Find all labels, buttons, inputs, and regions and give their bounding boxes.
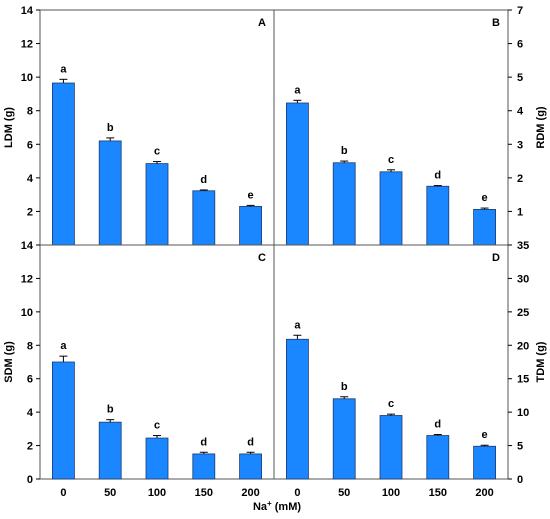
x-tick-label: 150 xyxy=(195,487,213,499)
x-axis-title-main: Na xyxy=(253,501,268,513)
x-tick-label: 150 xyxy=(429,487,447,499)
y-axis-label: SDM (g) xyxy=(3,341,15,383)
y-tick-label: 35 xyxy=(517,240,529,252)
bar xyxy=(98,140,122,246)
x-tick-label: 50 xyxy=(338,487,350,499)
bar xyxy=(239,453,263,480)
bar xyxy=(426,185,450,246)
significance-letter: d xyxy=(200,174,207,186)
bar xyxy=(332,162,356,246)
significance-letter: a xyxy=(294,84,301,96)
bar xyxy=(426,435,450,480)
y-tick-label: 0 xyxy=(27,474,33,486)
bar xyxy=(285,102,309,246)
x-tick-label: 0 xyxy=(294,487,300,499)
bar xyxy=(379,171,403,246)
bar xyxy=(98,421,122,480)
significance-letter: b xyxy=(341,381,348,393)
y-tick-label: 4 xyxy=(517,106,524,118)
panel-letter: D xyxy=(492,252,500,264)
bar xyxy=(192,453,216,480)
significance-letter: c xyxy=(154,146,160,158)
x-tick-label: 100 xyxy=(148,487,166,499)
x-tick-label: 100 xyxy=(382,487,400,499)
y-tick-label: 6 xyxy=(517,39,523,51)
significance-letter: e xyxy=(482,192,488,204)
x-tick-label: 200 xyxy=(475,487,493,499)
y-tick-label: 10 xyxy=(21,72,33,84)
significance-letter: d xyxy=(247,436,254,448)
panel-c: 0 2 4 6 8 10 12 14 SDM (g) a 0 b 50 c 100 d 150 d 200 C xyxy=(3,240,275,499)
significance-letter: d xyxy=(434,419,441,431)
bar xyxy=(239,205,263,246)
y-tick-label: 10 xyxy=(517,407,529,419)
bar xyxy=(285,338,309,480)
bar xyxy=(192,190,216,246)
y-tick-label: 7 xyxy=(517,5,523,17)
significance-letter: c xyxy=(154,420,160,432)
significance-letter: d xyxy=(434,170,441,182)
x-axis-title-superscript: + xyxy=(267,499,272,508)
significance-letter: e xyxy=(482,429,488,441)
y-tick-label: 12 xyxy=(21,39,33,51)
y-axis-label: TDM (g) xyxy=(535,341,547,382)
y-tick-label: 6 xyxy=(27,139,33,151)
y-axis-label: LDM (g) xyxy=(3,107,15,148)
y-tick-label: 2 xyxy=(27,206,33,218)
y-tick-label: 30 xyxy=(517,273,529,285)
y-tick-label: 15 xyxy=(517,374,529,386)
bar xyxy=(473,445,497,480)
panel-letter: A xyxy=(258,17,266,29)
bar xyxy=(473,209,497,246)
significance-letter: c xyxy=(388,398,394,410)
y-tick-label: 25 xyxy=(517,307,529,319)
panel-a: 2 4 6 8 10 12 14 LDM (g) a b c d e A xyxy=(3,5,275,246)
y-tick-label: 10 xyxy=(21,307,33,319)
x-axis-title: Na+ (mM) xyxy=(253,499,301,513)
y-tick-label: 5 xyxy=(517,72,523,84)
y-axis-label: RDM (g) xyxy=(535,106,547,148)
significance-letter: b xyxy=(107,122,114,134)
y-tick-label: 8 xyxy=(27,106,33,118)
y-tick-label: 6 xyxy=(27,374,33,386)
bar xyxy=(52,361,75,480)
y-tick-label: 4 xyxy=(27,407,34,419)
y-tick-label: 20 xyxy=(517,340,529,352)
significance-letter: b xyxy=(341,145,348,157)
bar xyxy=(379,415,403,480)
y-tick-label: 1 xyxy=(517,206,523,218)
y-tick-label: 12 xyxy=(21,273,33,285)
bar xyxy=(145,437,169,480)
panel-letter: C xyxy=(258,252,266,264)
significance-letter: a xyxy=(294,319,301,331)
significance-letter: d xyxy=(200,436,207,448)
y-tick-label: 14 xyxy=(21,5,34,17)
y-tick-label: 2 xyxy=(517,173,523,185)
y-tick-label: 5 xyxy=(517,441,523,453)
y-tick-label: 14 xyxy=(21,240,34,252)
y-tick-label: 3 xyxy=(517,139,523,151)
significance-letter: b xyxy=(107,404,114,416)
y-tick-label: 0 xyxy=(517,474,523,486)
x-tick-label: 200 xyxy=(241,487,259,499)
bar xyxy=(145,163,169,246)
y-tick-label: 4 xyxy=(27,173,34,185)
y-tick-label: 8 xyxy=(27,340,33,352)
x-axis-title-unit: (mM) xyxy=(272,501,302,513)
significance-letter: a xyxy=(60,340,67,352)
bar xyxy=(332,398,356,480)
significance-letter: c xyxy=(388,154,394,166)
panel-b: 1 2 3 4 5 6 7 RDM (g) a b c d e B xyxy=(273,5,547,246)
y-tick-label: 2 xyxy=(27,441,33,453)
x-tick-label: 50 xyxy=(104,487,116,499)
panel-d: 0 5 10 15 20 25 30 35 TDM (g) a 0 b 50 c 100 d 150 e 200 D xyxy=(273,240,547,499)
significance-letter: e xyxy=(248,189,254,201)
x-tick-label: 0 xyxy=(60,487,66,499)
panel-letter: B xyxy=(492,17,500,29)
bar xyxy=(52,82,75,246)
significance-letter: a xyxy=(60,63,67,75)
